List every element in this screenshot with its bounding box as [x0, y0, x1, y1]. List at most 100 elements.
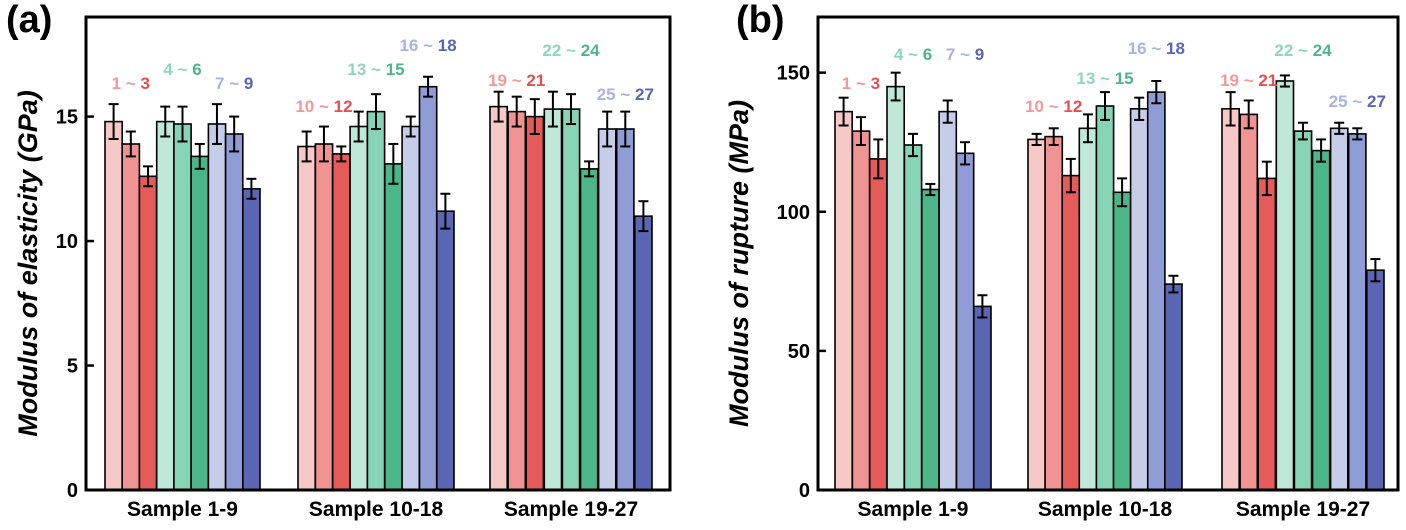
bar — [190, 155, 210, 491]
range-label-start: 10 ~ — [1025, 97, 1063, 116]
bar — [579, 168, 599, 491]
bar — [314, 143, 334, 491]
bar — [938, 110, 958, 491]
x-category-label: Sample 19-27 — [1236, 498, 1370, 521]
range-label-end: 21 — [1258, 71, 1277, 90]
x-category-label: Sample 1-9 — [858, 498, 969, 521]
bar — [1146, 91, 1166, 491]
bar — [1112, 191, 1132, 491]
bar — [851, 130, 871, 491]
chart-panel-b: 0 50 100 150 Sample 1-9 Sample 10-18 Sample 19… — [724, 0, 1400, 521]
range-label-end: 18 — [438, 36, 457, 55]
range-label-start: 1 ~ — [112, 74, 141, 93]
y-tick-label: 15 — [56, 107, 78, 129]
bar — [1027, 138, 1047, 491]
range-label-start: 1 ~ — [842, 74, 871, 93]
range-label-start: 25 ~ — [1329, 92, 1367, 111]
bar — [349, 125, 369, 491]
x-category-label: Sample 10-18 — [1038, 498, 1173, 521]
plot-frame — [84, 15, 672, 492]
plot-frame — [816, 15, 1400, 492]
range-label-end: 27 — [635, 85, 654, 104]
bar — [1366, 269, 1385, 491]
range-label-start: 7 ~ — [215, 74, 244, 93]
y-axis-label: Modulus of rupture (MPa) — [724, 100, 754, 427]
bar — [1293, 130, 1313, 491]
bar — [903, 144, 923, 491]
bar — [383, 163, 403, 491]
range-label-end: 3 — [871, 74, 880, 93]
bar — [366, 110, 386, 491]
range-label: 7 ~ 9 — [946, 45, 984, 64]
range-label-start: 16 ~ — [1128, 39, 1166, 58]
bar — [1329, 127, 1349, 491]
range-label-start: 22 ~ — [1274, 41, 1312, 60]
bar — [525, 115, 545, 491]
range-label: 1 ~ 3 — [112, 74, 150, 93]
bar — [242, 188, 261, 491]
range-label-end: 6 — [192, 60, 201, 79]
bar — [1221, 108, 1241, 491]
bar — [633, 215, 653, 491]
range-label: 10 ~ 12 — [1025, 97, 1082, 116]
bar — [435, 210, 455, 491]
y-tick-label: 10 — [56, 231, 78, 253]
range-label: 25 ~ 27 — [597, 85, 654, 104]
range-label-start: 13 ~ — [347, 60, 385, 79]
bar — [955, 152, 975, 491]
range-label-start: 13 ~ — [1076, 69, 1114, 88]
bar — [1239, 113, 1259, 491]
range-label: 19 ~ 21 — [488, 71, 545, 90]
bar — [138, 175, 158, 491]
range-label: 13 ~ 15 — [1076, 69, 1133, 88]
bar — [834, 110, 854, 491]
panel-label: (b) — [736, 0, 785, 41]
bar — [1275, 80, 1295, 491]
range-label-start: 7 ~ — [946, 45, 975, 64]
range-label-start: 16 ~ — [399, 36, 437, 55]
bar — [507, 110, 527, 491]
range-label-end: 3 — [141, 74, 150, 93]
range-label-end: 12 — [334, 97, 353, 116]
bar — [121, 143, 141, 491]
bar — [173, 123, 192, 491]
range-label-end: 21 — [526, 71, 545, 90]
bar — [886, 85, 906, 491]
y-tick-label: 0 — [67, 480, 78, 502]
bar — [331, 153, 351, 491]
bar — [418, 85, 438, 491]
range-label-end: 24 — [1313, 41, 1332, 60]
range-label-start: 25 ~ — [597, 85, 635, 104]
range-label-end: 15 — [1115, 69, 1134, 88]
range-label-start: 4 ~ — [894, 45, 923, 64]
chart-panel-a: 0 5 10 15 Sample 1-9 Sample 10-18 Sample 19-27… — [6, 0, 672, 521]
range-label: 4 ~ 6 — [894, 45, 932, 64]
y-axis-label: Modulus of elasticity (GPa) — [13, 90, 43, 437]
bar — [1311, 149, 1331, 491]
bar — [1129, 108, 1149, 491]
bar — [615, 128, 635, 491]
bar — [155, 120, 175, 491]
bar — [489, 105, 509, 491]
range-label-start: 22 ~ — [542, 41, 580, 60]
range-label-start: 19 ~ — [1220, 71, 1258, 90]
range-label: 4 ~ 6 — [163, 60, 201, 79]
range-label: 10 ~ 12 — [295, 97, 352, 116]
bar — [561, 108, 581, 491]
range-label: 19 ~ 21 — [1220, 71, 1277, 90]
range-label: 25 ~ 27 — [1329, 92, 1386, 111]
range-label-end: 15 — [386, 60, 405, 79]
range-label: 22 ~ 24 — [1274, 41, 1332, 60]
bar — [207, 123, 227, 491]
range-label: 16 ~ 18 — [1128, 39, 1185, 58]
bar — [1164, 283, 1183, 491]
range-label-start: 10 ~ — [295, 97, 333, 116]
range-label-end: 6 — [923, 45, 932, 64]
x-category-label: Sample 19-27 — [504, 498, 638, 521]
bar — [1095, 105, 1115, 491]
range-label-end: 24 — [581, 41, 600, 60]
bar — [224, 133, 244, 491]
range-label: 16 ~ 18 — [399, 36, 456, 55]
bar — [104, 120, 124, 491]
